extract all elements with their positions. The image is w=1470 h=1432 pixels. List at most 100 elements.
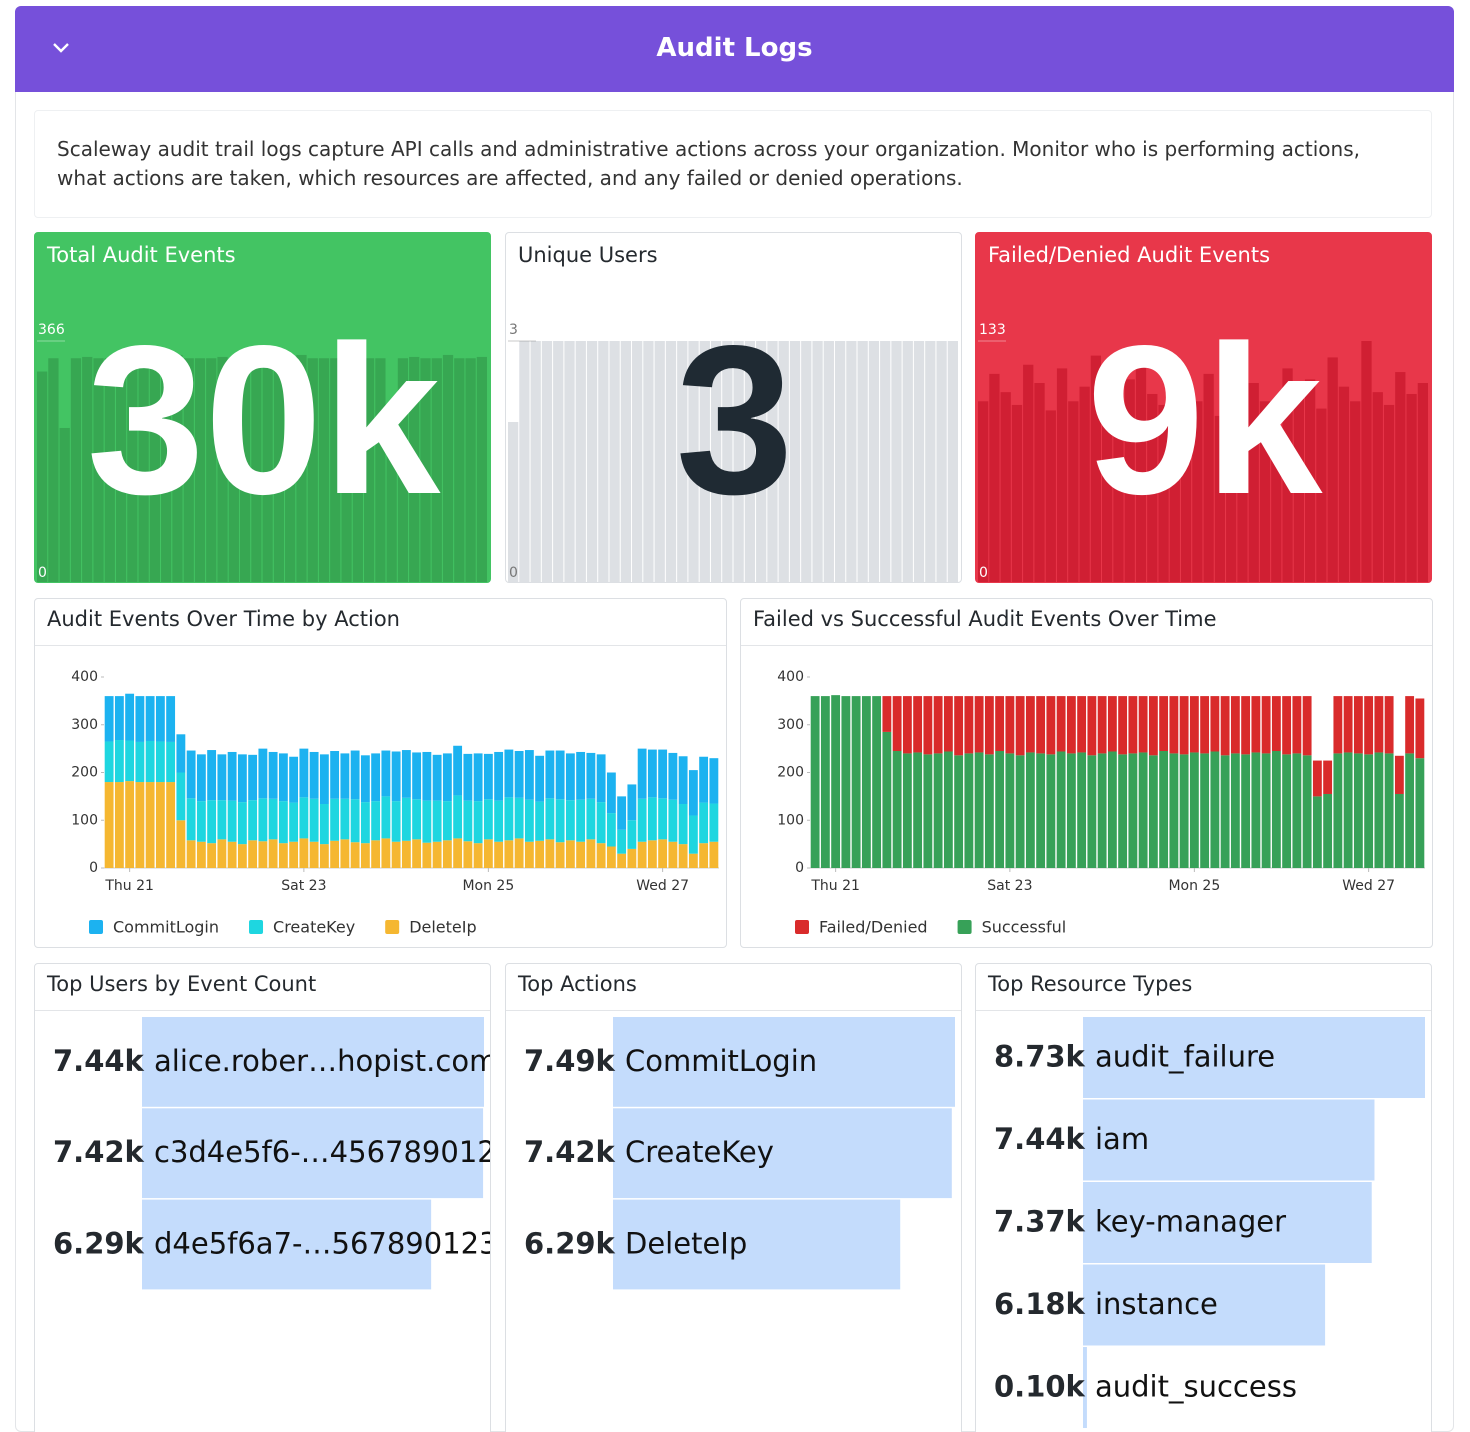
bar-segment [1251,696,1261,753]
bar-segment [186,750,196,799]
bar-segment [1230,753,1240,868]
bar-segment [309,798,319,842]
bar-segment [1046,696,1056,755]
bar-segment [1015,755,1025,868]
title-divider [35,1010,490,1011]
bar-segment [1415,758,1425,868]
bar-segment [371,840,381,868]
bar-segment [1046,754,1056,868]
bar-segment [606,846,616,868]
bar-segment [207,750,217,801]
gauge-bar [142,1199,432,1290]
spark-tick-label: 0 [979,565,988,581]
stat-panel: 0 133 9k Failed/Denied Audit Events [975,232,1432,583]
bar-segment [299,748,309,798]
gauge-bar [1083,1264,1326,1346]
bar-segment [984,754,994,868]
bar-segment [155,782,165,868]
gauge-value: 0.10k [994,1370,1086,1404]
bar-segment [1118,696,1128,755]
x-tick-label: Sat 23 [987,878,1032,894]
bar-segment [1138,752,1148,868]
spark-bar [1237,393,1248,582]
bar-segment [319,804,329,845]
gauge-bar [1083,1017,1425,1098]
bar-segment [1097,696,1107,754]
bar-segment [248,800,258,841]
bar-segment [350,750,360,800]
spark-bar [834,341,846,582]
spark-bar [1034,383,1045,582]
row-header[interactable]: Audit Logs [15,6,1454,92]
collapse-chevron[interactable] [51,40,71,56]
gauge-value: 8.73k [994,1040,1086,1074]
bar-segment [974,752,984,868]
x-tick-label: Wed 27 [1342,878,1395,894]
bar-segment [473,753,483,802]
gauge-bar [613,1199,901,1290]
bar-segment [319,754,329,805]
gauge-value: 7.49k [524,1044,616,1078]
spark-tick-label: 366 [38,322,65,338]
spark-bar [330,358,341,582]
bar-segment [892,696,902,752]
bar-segment [1015,696,1025,756]
bar-segment [135,782,145,868]
spark-bar [375,358,386,582]
spark-bar [273,356,285,582]
sparkline: 0 133 9k [978,301,1428,582]
gauge-name: instance [1095,1287,1218,1321]
stat-title: Failed/Denied Audit Events [988,243,1271,267]
spark-bar [1011,404,1023,582]
bar-segment [207,843,217,868]
bar-segment [289,841,299,868]
spark-bar [1282,368,1293,582]
stat-value: 30k [87,301,442,538]
panel-title: Audit Events Over Time by Action [47,607,400,631]
legend-swatch [89,920,103,934]
spark-bar [913,341,925,582]
bar-segment [1128,753,1138,868]
bar-segment [637,748,647,799]
spark-bar [586,341,598,582]
legend-label: CommitLogin [113,918,219,937]
gauge-bar [1083,1099,1375,1181]
bar-segment [586,798,596,840]
bar-segment [166,782,176,868]
spark-bar [1259,401,1271,582]
bar-segment [1077,752,1087,868]
bar-segment [268,751,278,799]
spark-bar [812,341,823,582]
bar-segment [432,754,442,801]
stat-value: 9k [1087,301,1324,538]
gauge-bar [613,1017,955,1107]
bar-segment [176,734,186,773]
bar-segment [1036,696,1046,754]
stat-panel: 0 3 3 Unique Users [505,232,962,583]
title-divider [35,645,726,646]
spark-bar [1327,357,1338,582]
spark-bar [431,358,442,582]
spark-bar [733,341,744,582]
bar-segment [596,754,606,803]
spark-bar [228,358,239,582]
bar-segment [637,841,647,868]
bar-segment [494,841,504,868]
spark-bar [307,358,318,582]
description-panel: Scaleway audit trail logs capture API ca… [34,110,1432,218]
bar-segment [576,799,586,842]
x-tick-label: Mon 25 [1168,878,1220,894]
bar-segment [1189,696,1199,753]
spark-bar [846,341,857,582]
bar-segment [1056,751,1066,868]
bar-segment [954,755,964,868]
spark-bar [1158,404,1169,582]
spark-bar [598,341,609,582]
bar-segment [678,804,688,845]
spark-bar [1102,397,1113,582]
spark-bar [48,358,59,582]
bar-segment [524,841,534,868]
bar-segment [1210,751,1220,868]
bar-segment [360,802,370,844]
bar-segment [1292,696,1302,754]
